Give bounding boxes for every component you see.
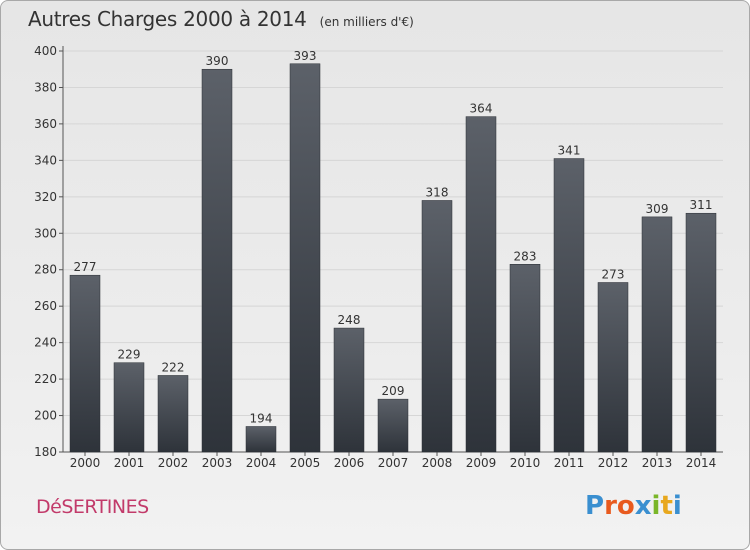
data-label: 318 — [426, 185, 449, 199]
logo-letter: o — [616, 491, 635, 521]
x-tick-label: 2009 — [466, 456, 497, 470]
bar-2006 — [333, 327, 365, 453]
data-label: 229 — [118, 348, 141, 362]
logo-letter: P — [585, 491, 605, 521]
data-label: 390 — [206, 54, 229, 68]
bar-2001 — [113, 362, 145, 453]
bar-2008 — [421, 200, 453, 453]
y-tick-label: 340 — [34, 153, 57, 167]
x-tick-labels: 2000 2001 2002 2003 2004 2005 2006 2007 2008 2009… — [70, 456, 717, 470]
x-tick-label: 2004 — [246, 456, 277, 470]
logo-letter: i — [651, 491, 661, 521]
y-tick-label: 360 — [34, 117, 57, 131]
x-tick-label: 2011 — [554, 456, 585, 470]
bar-2007 — [377, 398, 409, 453]
bar-2010 — [509, 264, 541, 453]
chart-title-text: Autres Charges 2000 à 2014 — [28, 7, 307, 31]
data-label: 309 — [646, 202, 669, 216]
data-label: 277 — [74, 260, 97, 274]
data-label: 311 — [690, 198, 713, 212]
bar-2003 — [201, 68, 233, 453]
chart-title: Autres Charges 2000 à 2014 (en milliers … — [28, 7, 414, 31]
data-label: 273 — [602, 267, 625, 281]
data-label: 393 — [294, 49, 317, 63]
bar-2011 — [553, 158, 585, 453]
data-label: 222 — [162, 360, 185, 374]
x-tick-label: 2014 — [686, 456, 717, 470]
y-tick-label: 240 — [34, 336, 57, 350]
data-label: 209 — [382, 384, 405, 398]
x-tick-label: 2000 — [70, 456, 101, 470]
data-label: 283 — [514, 249, 537, 263]
bar-2002 — [157, 375, 189, 453]
logo-letter: i — [672, 491, 682, 521]
bar-2000 — [69, 274, 101, 453]
commune-name: DéSERTINES — [36, 496, 149, 518]
x-tick-label: 2006 — [334, 456, 365, 470]
bar-2005 — [289, 63, 321, 453]
y-tick-label: 220 — [34, 372, 57, 386]
x-tick-label: 2008 — [422, 456, 453, 470]
bar-2012 — [597, 282, 629, 453]
x-tick-label: 2012 — [598, 456, 629, 470]
bar-2013 — [641, 216, 673, 453]
bars — [69, 63, 717, 453]
y-tick-labels: 180 200 220 240 260 280 300 320 340 360 380 400 — [34, 44, 57, 459]
x-tick-label: 2007 — [378, 456, 409, 470]
bar-2004 — [245, 426, 277, 453]
y-tick-label: 400 — [34, 44, 57, 58]
y-tick-label: 320 — [34, 190, 57, 204]
data-label: 341 — [558, 144, 581, 158]
x-tick-label: 2002 — [158, 456, 189, 470]
y-tick-label: 380 — [34, 80, 57, 94]
data-label: 194 — [250, 411, 273, 425]
y-tick-label: 260 — [34, 299, 57, 313]
proxiti-logo: Proxiti — [585, 491, 682, 521]
logo-letter: x — [634, 491, 652, 521]
y-tick-label: 200 — [34, 409, 57, 423]
y-tick-label: 280 — [34, 263, 57, 277]
x-tick-label: 2013 — [642, 456, 673, 470]
data-labels: 277 229 222 390 194 393 248 209 318 364 283 341 273 3… — [74, 49, 713, 426]
logo-letter: t — [660, 491, 673, 521]
logo-letter: r — [604, 491, 617, 521]
y-tick-label: 180 — [34, 445, 57, 459]
data-label: 248 — [338, 313, 361, 327]
bar-2014 — [685, 212, 717, 453]
bar-2009 — [465, 116, 497, 453]
x-tick-label: 2003 — [202, 456, 233, 470]
x-tick-label: 2005 — [290, 456, 321, 470]
x-tick-label: 2010 — [510, 456, 541, 470]
chart-unit-label: (en milliers d'€) — [319, 15, 414, 29]
x-tick-label: 2001 — [114, 456, 145, 470]
data-label: 364 — [470, 102, 493, 116]
y-tick-label: 300 — [34, 226, 57, 240]
